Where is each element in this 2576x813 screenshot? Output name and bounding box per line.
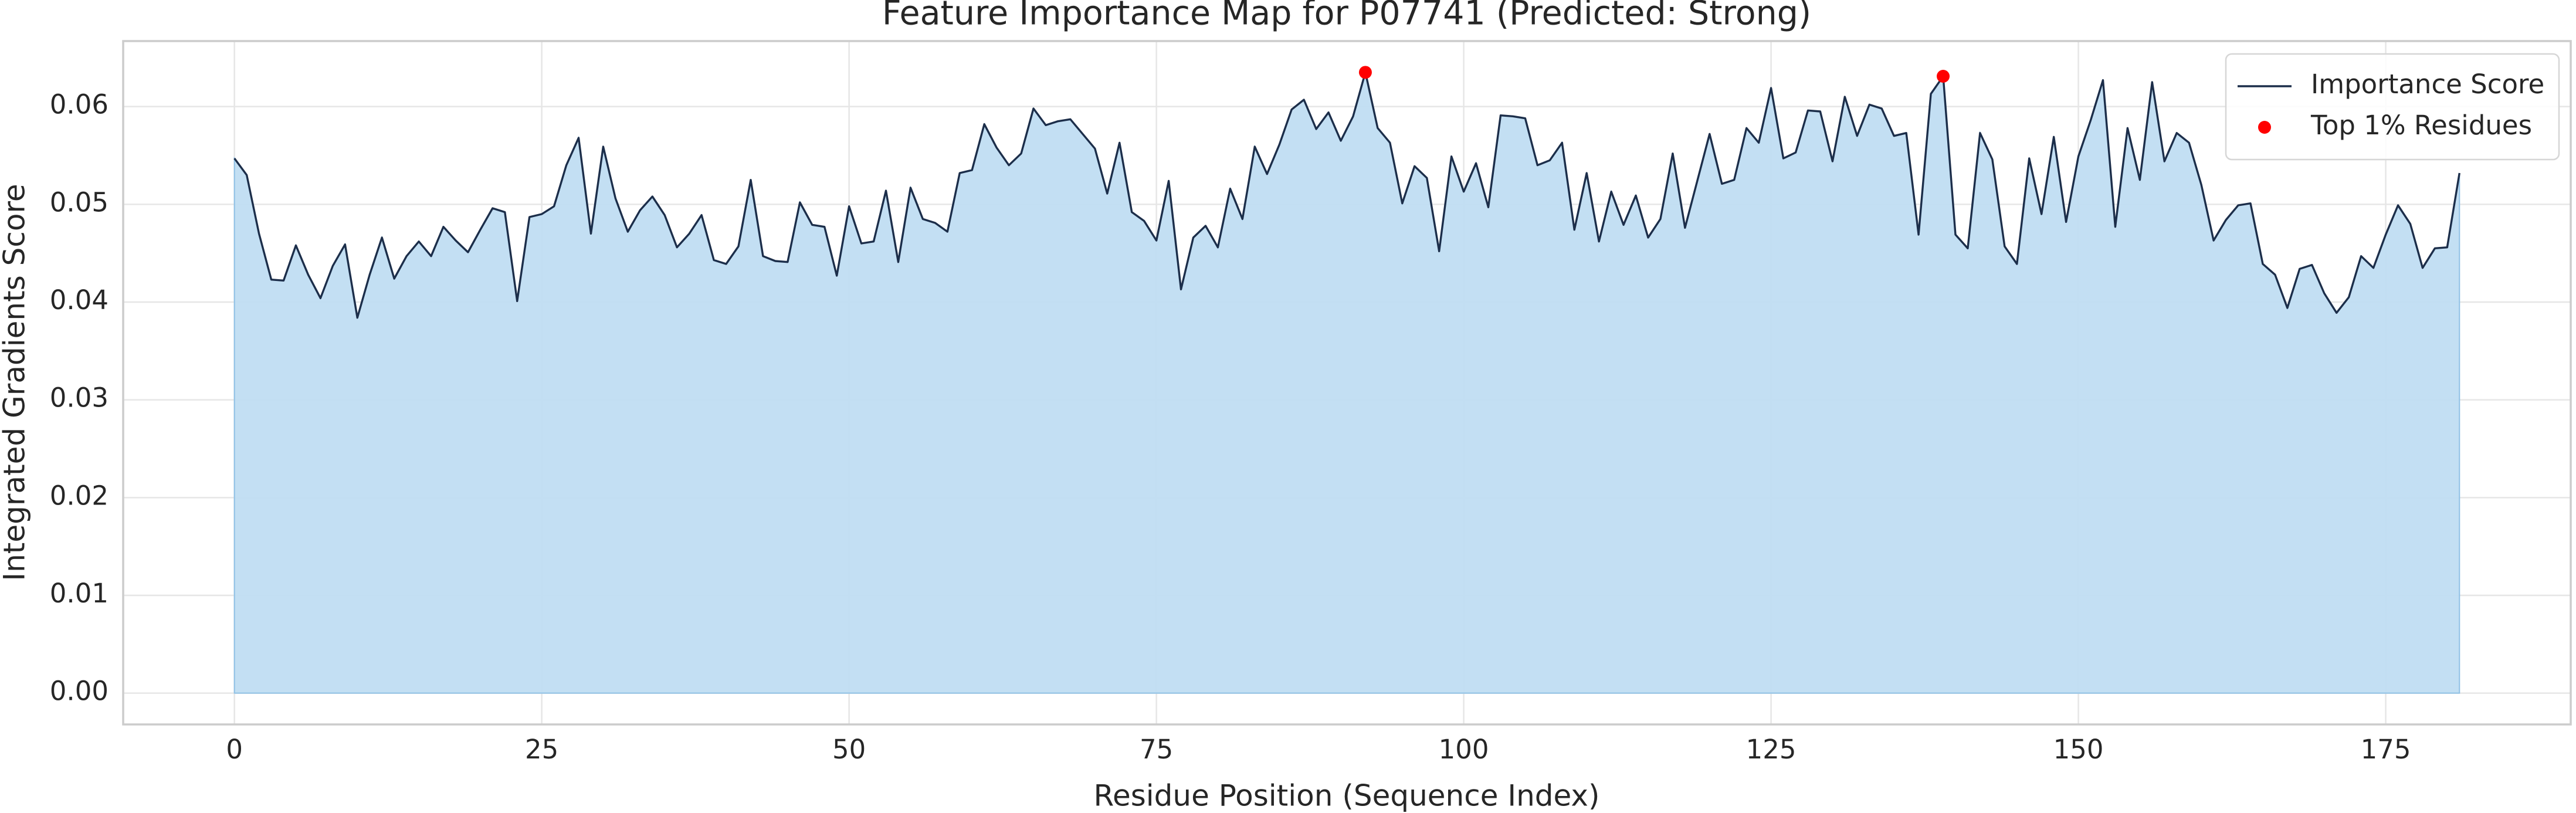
legend-marker	[2258, 121, 2271, 134]
legend-box	[2225, 53, 2560, 161]
line	[233, 71, 2460, 319]
chart-title: Feature Importance Map for P07741 (Predi…	[882, 0, 1811, 33]
x-tick-label: 50	[832, 734, 866, 765]
point	[1358, 66, 1372, 79]
area-fill	[233, 72, 2460, 694]
y-axis-label: Integrated Gradients Score	[0, 184, 32, 581]
x-tick-label: 150	[2053, 734, 2104, 765]
y-tick-label: 0.04	[50, 284, 109, 316]
x-tick-label: 100	[1439, 734, 1489, 765]
plot-frame	[122, 40, 2572, 726]
legend-label: Top 1% Residues	[2310, 110, 2532, 141]
x-tick-label: 0	[226, 734, 243, 765]
x-tick-label: 175	[2361, 734, 2411, 765]
point	[1937, 70, 1950, 83]
y-tick-label: 0.02	[50, 480, 109, 511]
y-tick-label: 0.03	[50, 382, 109, 414]
y-tick-label: 0.00	[50, 676, 109, 707]
x-axis-label: Residue Position (Sequence Index)	[1093, 779, 1599, 813]
y-tick-label: 0.06	[50, 89, 109, 120]
x-tick-label: 25	[525, 734, 558, 765]
legend: Importance Score Top 1% Residues	[2225, 53, 2560, 161]
legend-label: Importance Score	[2311, 69, 2544, 100]
x-tick-label: 75	[1140, 734, 1173, 765]
x-tick-label: 125	[1746, 734, 1797, 765]
y-tick-label: 0.01	[50, 578, 109, 609]
y-tick-label: 0.05	[50, 187, 109, 218]
